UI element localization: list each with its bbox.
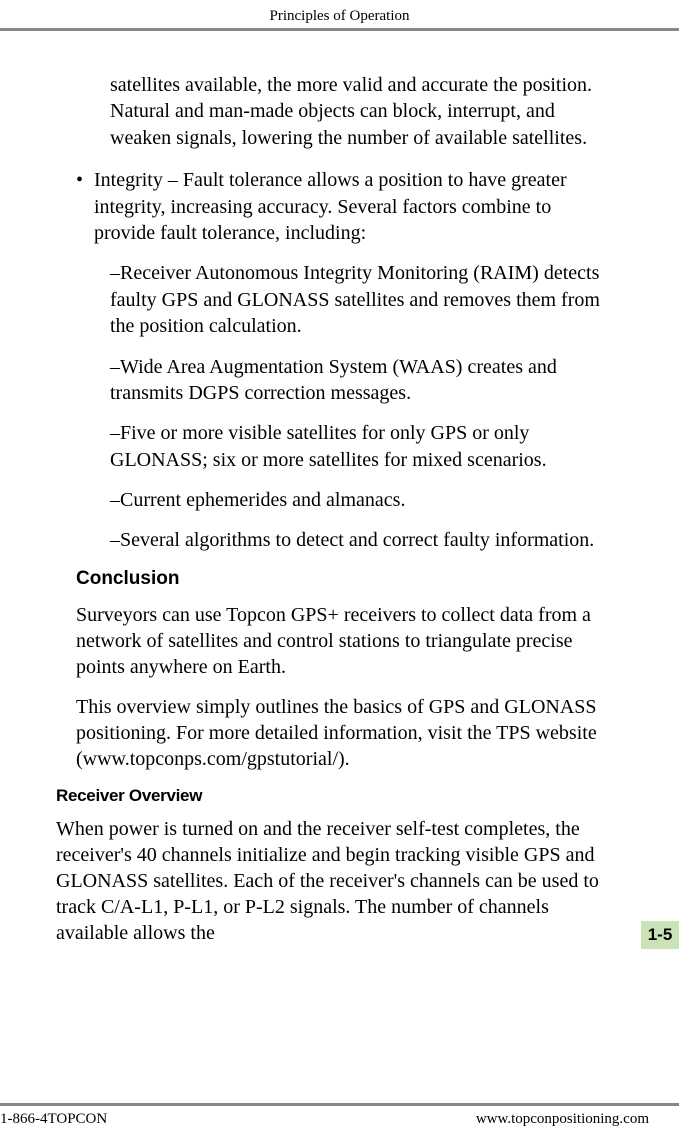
header-rule — [0, 28, 679, 31]
sub-item-algorithms: –Several algorithms to detect and correc… — [110, 527, 616, 553]
page-number-tab: 1-5 — [641, 921, 679, 949]
sub-item-ephemerides: –Current ephemerides and almanacs. — [110, 487, 616, 513]
running-header: Principles of Operation — [0, 8, 679, 25]
footer-phone: 1-866-4TOPCON — [0, 1111, 107, 1128]
footer-rule — [0, 1103, 679, 1106]
receiver-overview-para: When power is turned on and the receiver… — [56, 816, 616, 946]
conclusion-para-2: This overview simply outlines the basics… — [76, 694, 616, 772]
bullet-text: Integrity – Fault tolerance allows a pos… — [94, 167, 616, 246]
footer: 1-866-4TOPCON www.topconpositioning.com — [0, 1111, 649, 1128]
sub-item-satellites: –Five or more visible satellites for onl… — [110, 420, 616, 473]
sub-item-waas: –Wide Area Augmentation System (WAAS) cr… — [110, 354, 616, 407]
bullet-integrity: • Integrity – Fault tolerance allows a p… — [76, 167, 616, 246]
bullet-mark: • — [76, 167, 94, 246]
conclusion-heading: Conclusion — [76, 568, 616, 590]
conclusion-para-1: Surveyors can use Topcon GPS+ receivers … — [76, 602, 616, 680]
sub-item-raim: –Receiver Autonomous Integrity Monitorin… — [110, 260, 616, 339]
body-content: satellites available, the more valid and… — [56, 72, 616, 946]
continued-paragraph: satellites available, the more valid and… — [110, 72, 616, 151]
page: Principles of Operation satellites avail… — [0, 0, 679, 1134]
footer-url: www.topconpositioning.com — [476, 1111, 649, 1128]
receiver-overview-heading: Receiver Overview — [56, 786, 616, 806]
